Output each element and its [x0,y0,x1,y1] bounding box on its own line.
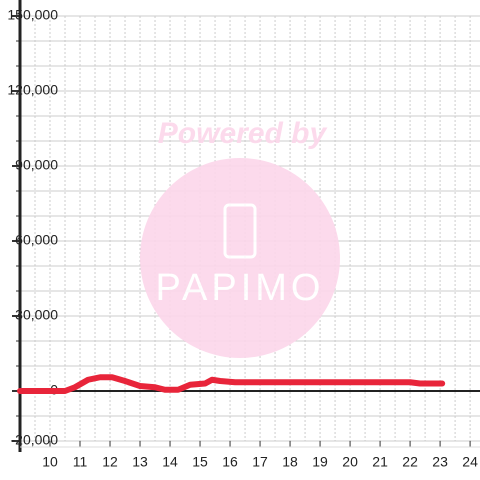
x-tick-label: 24 [462,454,478,470]
x-tick-label: 15 [192,454,208,470]
x-tick-label: 16 [222,454,238,470]
watermark: Powered by PAPIMO [140,117,340,358]
x-tick-label: 22 [402,454,418,470]
x-tick-label: 20 [342,454,358,470]
data-line [17,374,446,394]
y-tick-label: 150,000 [7,7,58,23]
y-tick-label: -20,000 [11,432,59,448]
y-tick-label: 90,000 [15,157,58,173]
x-tick-label: 11 [73,454,88,470]
x-tick-label: 14 [162,454,178,470]
x-tick-label: 17 [252,454,268,470]
plot: -20,000030,00060,00090,000120,000150,000… [7,0,480,470]
x-tick-label: 18 [282,454,298,470]
y-tick-label: 120,000 [7,82,58,98]
x-tick-label: 19 [312,454,328,470]
x-tick-label: 23 [432,454,448,470]
watermark-logo: PAPIMO [156,267,325,309]
x-tick-label: 13 [132,454,148,470]
watermark-text: Powered by [158,117,328,150]
x-tick-label: 12 [102,454,118,470]
y-tick-label: 60,000 [15,232,58,248]
x-tick-label: 21 [372,454,388,470]
x-tick-label: 10 [42,454,58,470]
watermark-icon [223,203,257,259]
y-tick-label: 30,000 [15,307,58,323]
